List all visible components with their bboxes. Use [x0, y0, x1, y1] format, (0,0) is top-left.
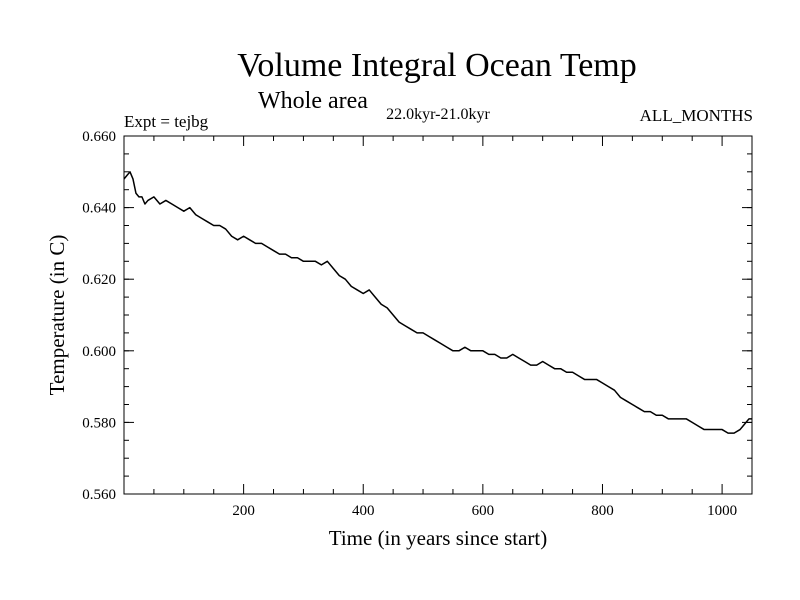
y-tick-label: 0.580 [82, 415, 116, 431]
y-tick-label: 0.640 [82, 201, 116, 217]
x-tick-label: 200 [232, 503, 255, 519]
period-label: 22.0kyr-21.0kyr [386, 106, 490, 123]
x-tick-label: 600 [472, 503, 495, 519]
y-tick-label: 0.620 [82, 272, 116, 288]
y-tick-label: 0.600 [82, 344, 116, 360]
y-axis-label: Temperature (in C) [45, 235, 69, 396]
y-tick-label: 0.660 [82, 129, 116, 145]
x-tick-label: 1000 [707, 503, 737, 519]
x-tick-label: 400 [352, 503, 375, 519]
chart-title: Volume Integral Ocean Temp [237, 47, 637, 84]
series-line-ocean-temp [123, 171, 752, 434]
x-axis-ticks: 200 400 600 800 1000 [153, 136, 753, 519]
months-label: ALL_MONTHS [640, 106, 753, 125]
x-tick-label: 800 [591, 503, 614, 519]
chart-subtitle: Whole area [258, 88, 368, 114]
y-tick-label: 0.560 [82, 487, 116, 503]
y-axis-ticks: 0.560 0.580 0.600 0.620 0.640 0.660 [82, 129, 752, 503]
plot-frame [123, 135, 753, 495]
experiment-label: Expt = tejbg [124, 112, 209, 131]
x-axis-label: Time (in years since start) [329, 526, 548, 550]
